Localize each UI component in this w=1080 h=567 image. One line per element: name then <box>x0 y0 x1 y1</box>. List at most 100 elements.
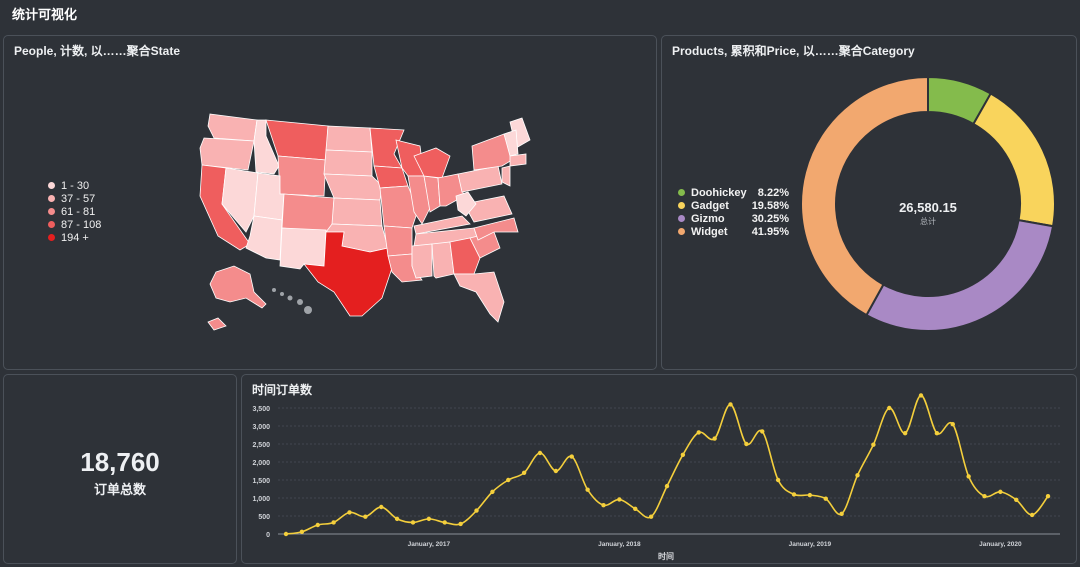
data-point[interactable] <box>918 393 924 398</box>
data-point[interactable] <box>442 520 447 525</box>
state-shape[interactable] <box>449 237 481 275</box>
data-point[interactable] <box>363 514 368 519</box>
state-shape[interactable] <box>501 165 511 187</box>
data-point[interactable] <box>347 510 352 515</box>
data-point[interactable] <box>283 531 289 537</box>
data-point[interactable] <box>696 430 701 435</box>
data-point[interactable] <box>633 506 638 511</box>
state-shape[interactable] <box>221 167 259 233</box>
state-shape[interactable] <box>303 231 393 317</box>
map-legend-item[interactable]: 87 - 108 <box>48 218 101 231</box>
map-legend-item[interactable]: 1 - 30 <box>48 179 101 192</box>
data-point[interactable] <box>982 494 987 499</box>
donut-legend-item[interactable]: Widget 41.95% <box>678 225 789 238</box>
data-point[interactable] <box>426 516 432 522</box>
state-shape[interactable] <box>431 241 455 279</box>
state-shape[interactable] <box>199 137 255 171</box>
map-legend-item[interactable]: 37 - 57 <box>48 192 101 205</box>
state-shape[interactable] <box>325 125 373 153</box>
data-point[interactable] <box>1045 494 1051 499</box>
line-chart[interactable]: 时间 0 500 1,000 1,500 2,000 2,500 3,000 3,500 Jan… <box>242 375 1078 565</box>
donut-chart[interactable]: 26,580.15 总计 <box>662 36 1078 371</box>
line-card[interactable]: 时间订单数 时间 0 500 1,000 1,500 2,000 2,500 3,000 3,… <box>241 374 1077 564</box>
donut-card-title[interactable]: Products, 累积和Price, 以……聚合Category <box>672 44 915 58</box>
state-shape[interactable] <box>383 225 413 257</box>
state-shape[interactable] <box>277 155 327 197</box>
state-shape[interactable] <box>411 243 433 279</box>
state-shape[interactable] <box>265 119 329 161</box>
data-point[interactable] <box>648 514 654 519</box>
line-card-title[interactable]: 时间订单数 <box>252 383 313 397</box>
state-shape[interactable] <box>463 195 513 223</box>
data-point[interactable] <box>807 492 813 498</box>
state-shape-alaska[interactable] <box>209 265 267 309</box>
us-choropleth-map[interactable] <box>4 36 658 371</box>
data-point[interactable] <box>537 450 543 456</box>
data-point[interactable] <box>410 520 416 525</box>
data-point[interactable] <box>601 503 606 508</box>
data-point[interactable] <box>775 477 781 483</box>
donut-legend-item[interactable]: Gizmo 30.25% <box>678 212 789 225</box>
map-legend-item[interactable]: 61 - 81 <box>48 205 101 218</box>
data-point[interactable] <box>553 468 559 474</box>
data-point[interactable] <box>664 483 670 489</box>
data-point[interactable] <box>299 529 305 535</box>
data-point[interactable] <box>331 520 336 525</box>
data-point[interactable] <box>569 454 574 459</box>
data-point[interactable] <box>966 474 971 479</box>
data-point[interactable] <box>823 496 828 501</box>
data-point[interactable] <box>760 429 765 434</box>
data-point[interactable] <box>902 431 908 436</box>
state-shape[interactable] <box>503 129 519 157</box>
data-point[interactable] <box>617 497 622 502</box>
data-point[interactable] <box>934 431 940 436</box>
series-line[interactable] <box>285 394 1049 535</box>
state-shape[interactable] <box>413 215 471 235</box>
data-point[interactable] <box>521 470 527 475</box>
data-point[interactable] <box>998 489 1003 495</box>
donut-slices[interactable] <box>800 75 1056 332</box>
data-point[interactable] <box>871 442 876 447</box>
data-point[interactable] <box>458 521 463 527</box>
state-shape[interactable] <box>331 197 383 227</box>
state-shape[interactable] <box>413 147 451 179</box>
state-shape[interactable] <box>253 119 280 175</box>
map-legend-item[interactable]: 194 + <box>48 231 101 244</box>
donut-legend-item[interactable]: Gadget 19.58% <box>678 199 789 212</box>
state-shape[interactable] <box>281 193 335 233</box>
data-point[interactable] <box>728 402 733 407</box>
state-shape[interactable] <box>453 271 505 323</box>
state-shape[interactable] <box>457 165 503 193</box>
data-point[interactable] <box>680 452 686 457</box>
donut-slice-widget[interactable] <box>800 75 929 317</box>
data-point[interactable] <box>394 516 400 522</box>
state-shape[interactable] <box>407 175 431 225</box>
state-shape[interactable] <box>253 172 285 221</box>
data-point[interactable] <box>712 436 717 441</box>
series-points[interactable] <box>283 393 1051 537</box>
state-shape[interactable] <box>323 149 373 177</box>
state-shape-alaska-peninsula[interactable] <box>207 317 227 331</box>
data-point[interactable] <box>791 492 797 497</box>
map-card[interactable]: People, 计数, 以……聚合State 1 - 30 37 - 57 61 -… <box>3 35 657 370</box>
kpi-card[interactable]: 18,760 订单总数 <box>3 374 237 564</box>
state-shape[interactable] <box>471 133 513 171</box>
state-shape-hawaii[interactable] <box>272 288 312 314</box>
map-states[interactable] <box>199 113 531 323</box>
state-shape[interactable] <box>279 227 327 270</box>
data-point[interactable] <box>1014 497 1019 502</box>
map-card-title[interactable]: People, 计数, 以……聚合State <box>14 44 181 58</box>
data-point[interactable] <box>887 405 892 411</box>
data-point[interactable] <box>474 508 479 513</box>
donut-slice-gizmo[interactable] <box>865 218 1055 332</box>
state-shape[interactable] <box>323 173 383 201</box>
data-point[interactable] <box>744 441 749 447</box>
data-point[interactable] <box>585 487 590 492</box>
data-point[interactable] <box>950 422 955 427</box>
data-point[interactable] <box>490 489 495 495</box>
data-point[interactable] <box>506 477 511 483</box>
state-shape[interactable] <box>509 153 527 167</box>
state-shape[interactable] <box>245 215 283 261</box>
data-point[interactable] <box>379 504 384 510</box>
state-shape[interactable] <box>207 113 258 142</box>
